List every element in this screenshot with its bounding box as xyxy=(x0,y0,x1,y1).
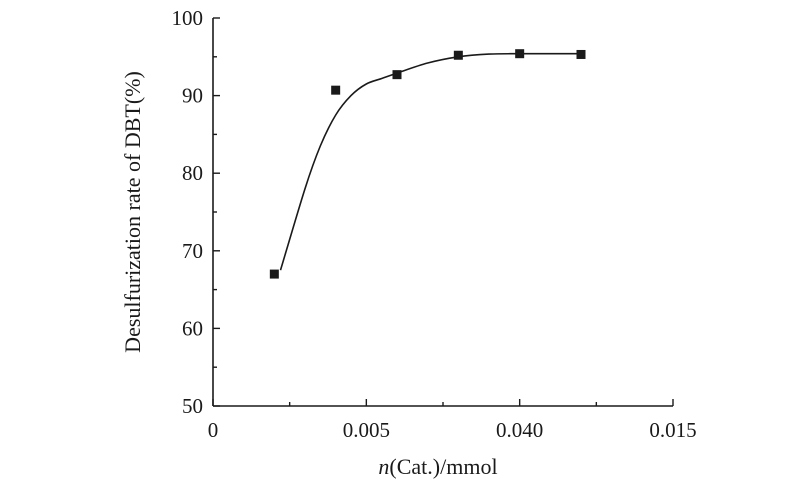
data-point xyxy=(392,70,402,80)
data-points xyxy=(269,49,586,279)
y-tick-label: 60 xyxy=(182,316,203,340)
y-tick-label: 50 xyxy=(182,394,203,418)
data-point xyxy=(269,269,279,279)
x-tick-label: 0.040 xyxy=(496,418,543,442)
x-tick-label: 0.015 xyxy=(649,418,696,442)
x-axis-title-italic: n xyxy=(378,454,389,479)
x-axis-title-rest: (Cat.)/mmol xyxy=(389,454,497,479)
y-tick-label: 90 xyxy=(182,84,203,108)
ticks xyxy=(212,17,674,407)
x-tick-label: 0.005 xyxy=(343,418,390,442)
y-axis-title: Desulfurization rate of DBT(%) xyxy=(120,71,145,353)
y-tick-label: 80 xyxy=(182,161,203,185)
x-axis-title: n(Cat.)/mmol xyxy=(378,454,497,479)
tick-labels: 50 60 70 80 90 100 0 0.005 0.040 0.015 xyxy=(172,6,697,442)
data-point xyxy=(453,50,463,60)
data-point xyxy=(576,49,586,59)
data-point xyxy=(331,85,341,95)
x-tick-label: 0 xyxy=(208,418,219,442)
data-point xyxy=(515,49,525,59)
fit-curve xyxy=(279,52,581,271)
y-tick-label: 100 xyxy=(172,6,204,30)
axes xyxy=(212,18,673,407)
y-tick-label: 70 xyxy=(182,239,203,263)
